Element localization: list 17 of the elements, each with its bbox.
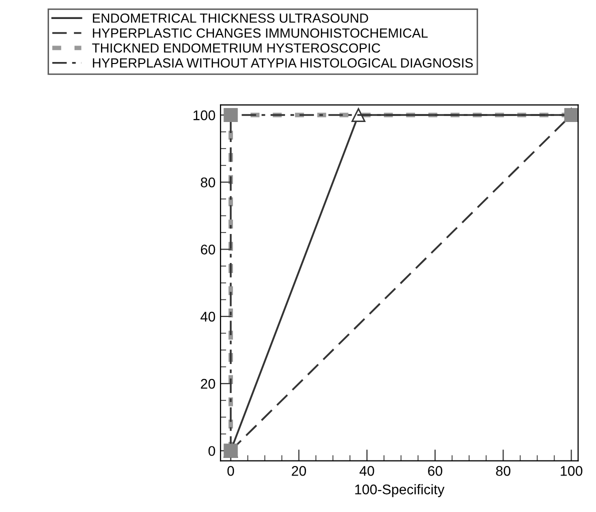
x-tick-label: 100 [560,466,582,476]
legend-label: HYPERPLASTIC CHANGES IMMUNOHISTOCHEMICAL [92,28,428,38]
legend-label: THICKNED ENDOMETRIUM HYSTEROSCOPIC [92,43,380,53]
y-tick-label: 40 [200,312,216,322]
legend-label: HYPERPLASIA WITHOUT ATYPIA HISTOLOGICAL DIAGNOSIS [92,58,473,68]
x-tick-label: 40 [360,466,374,476]
y-tick-label: 20 [200,378,216,389]
x-tick-label: 80 [496,466,510,476]
y-tick-label: 100 [194,110,216,120]
x-tick-label: 0 [227,466,234,476]
x-tick-label: 20 [292,466,306,476]
legend-label: ENDOMETRICAL THICKNESS ULTRASOUND [92,13,368,23]
x-axis-title: 100-Specificity [355,484,444,498]
y-tick-label: 80 [200,178,216,188]
y-tick-label: 0 [208,446,216,456]
y-tick-label: 60 [200,244,216,254]
x-tick-label: 60 [428,466,442,476]
